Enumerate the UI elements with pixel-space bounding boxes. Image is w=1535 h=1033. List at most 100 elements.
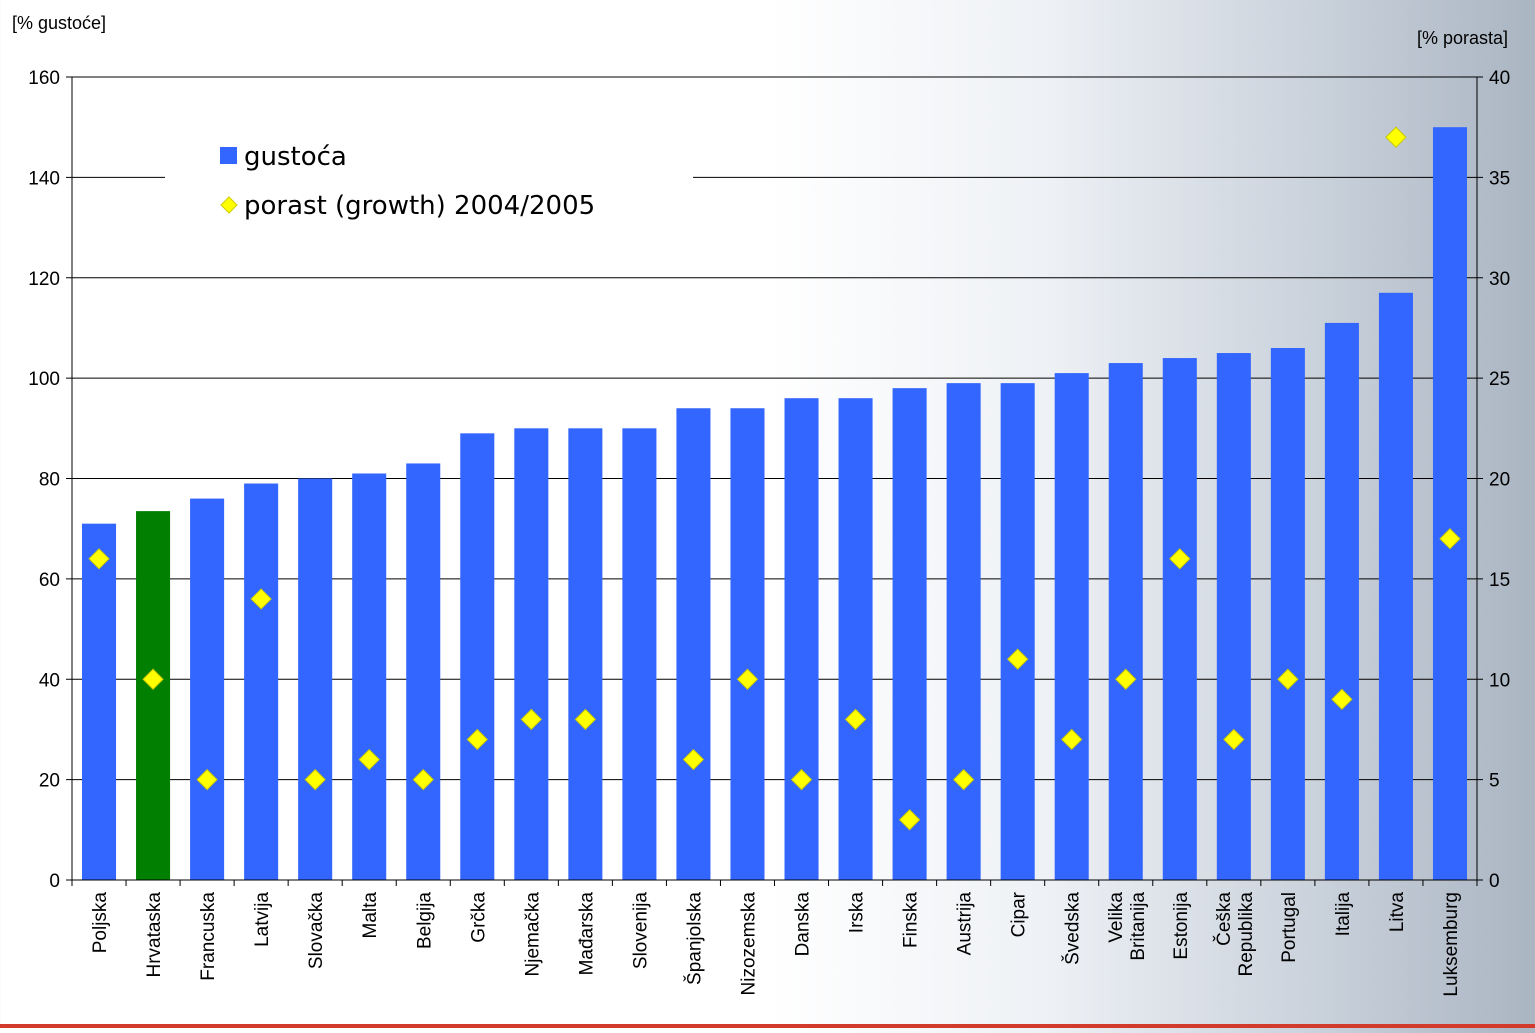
x-category-label: Nizozemska	[738, 892, 759, 996]
y-right-tick-label: 30	[1489, 269, 1510, 290]
point-porast	[1223, 728, 1245, 751]
point-porast	[358, 748, 380, 771]
point-porast	[196, 768, 218, 791]
bottom-accent-bar	[0, 1024, 1535, 1028]
x-category-label: Malta	[360, 892, 381, 939]
bar-gustoca	[190, 498, 225, 880]
point-porast	[1277, 668, 1299, 690]
point-porast	[790, 768, 813, 791]
point-porast	[952, 768, 975, 791]
x-category-label: Latvija	[252, 892, 273, 947]
point-porast	[142, 668, 164, 690]
point-porast	[682, 748, 705, 771]
bar-gustoca	[1216, 353, 1251, 880]
y-left-tick-label: 160	[28, 68, 60, 89]
legend-marker-porast	[220, 196, 238, 214]
point-porast	[574, 708, 597, 731]
point-porast	[1115, 668, 1137, 690]
y-left-tick-label: 0	[49, 871, 60, 892]
legend-entry-porast: porast (growth) 2004/2005	[244, 191, 595, 221]
bar-gustoca	[568, 428, 603, 880]
bar-gustoca	[244, 483, 279, 880]
point-porast	[1439, 528, 1461, 550]
bar-gustoca	[298, 478, 333, 880]
x-category-label: Luksemburg	[1441, 892, 1462, 997]
y-right-tick-label: 15	[1489, 570, 1510, 591]
bar-gustoca	[352, 473, 387, 880]
point-porast	[412, 768, 434, 791]
legend-swatch-gustoca	[220, 147, 237, 164]
point-porast	[250, 588, 272, 610]
x-category-label: Belgija	[414, 892, 435, 949]
x-category-label: Slovenija	[630, 892, 651, 970]
x-category-label: Litva	[1387, 892, 1408, 933]
x-category-label: Italija	[1333, 892, 1354, 937]
bar-gustoca	[1162, 358, 1197, 880]
y-right-tick-label: 20	[1489, 470, 1510, 491]
point-porast	[304, 768, 326, 791]
legend-entry-gustoca: gustoća	[244, 142, 347, 172]
y-right-tick-label: 0	[1489, 871, 1500, 892]
point-porast	[1385, 126, 1407, 148]
x-category-label: Estonija	[1171, 892, 1192, 960]
y-left-tick-label: 100	[28, 369, 60, 390]
point-porast	[844, 708, 867, 731]
point-porast	[88, 548, 110, 570]
y-left-tick-label: 140	[28, 168, 60, 189]
point-porast	[466, 728, 488, 751]
x-category-label: Slovačka	[306, 892, 327, 970]
x-category-label: ČeškaRepublika	[1213, 892, 1257, 977]
point-porast	[1006, 648, 1029, 670]
y-left-tick-label: 40	[39, 670, 60, 691]
bar-gustoca	[838, 398, 873, 880]
legend-background	[165, 130, 693, 225]
points-porast	[88, 126, 1461, 831]
point-porast	[1061, 728, 1083, 751]
category-labels: Poljska Hrvataska Francuska Latvija Slovačka…	[90, 891, 1462, 996]
bar-gustoca	[136, 511, 171, 880]
right-axis-label: [% porasta]	[1417, 28, 1508, 48]
point-porast	[1331, 688, 1353, 711]
bar-gustoca	[730, 408, 765, 880]
x-category-label: Hrvataska	[144, 892, 165, 978]
bar-gustoca	[1324, 322, 1359, 880]
bars-gustoca	[81, 127, 1468, 881]
left-axis-label: [% gustoće]	[12, 13, 106, 33]
bar-gustoca	[1108, 363, 1143, 881]
x-category-label: Grčka	[468, 892, 489, 943]
y-left-tick-label: 60	[39, 570, 60, 591]
point-porast	[736, 668, 759, 690]
bar-gustoca	[1270, 348, 1305, 880]
x-category-label: Irska	[847, 892, 868, 934]
x-category-label: Španjolska	[683, 892, 705, 985]
bar-gustoca	[81, 523, 117, 880]
y-right-tick-label: 40	[1489, 68, 1510, 89]
x-category-label: Austrija	[955, 892, 976, 956]
x-category-label: VelikaBritanija	[1106, 892, 1149, 961]
x-category-label: Švedska	[1062, 892, 1084, 965]
bar-gustoca	[622, 428, 657, 880]
bar-gustoca	[676, 408, 711, 880]
point-porast	[520, 708, 543, 731]
bar-gustoca	[1432, 127, 1468, 880]
bar-gustoca	[1054, 373, 1089, 880]
y-left-tick-label: 20	[39, 771, 60, 792]
bar-gustoca	[1000, 383, 1035, 880]
x-category-label: Njemačka	[522, 892, 543, 977]
y-right-tick-label: 25	[1489, 369, 1510, 390]
point-porast	[1169, 548, 1191, 570]
y-left-tick-label: 120	[28, 269, 60, 290]
x-category-label: Francuska	[198, 892, 219, 981]
bar-gustoca	[514, 428, 549, 880]
x-category-label: Poljska	[90, 892, 111, 954]
y-right-tick-label: 10	[1489, 670, 1510, 691]
bar-gustoca	[892, 388, 927, 880]
x-category-label: Portugal	[1279, 892, 1300, 963]
point-porast	[898, 809, 921, 831]
bar-gustoca	[784, 398, 819, 880]
x-category-label: Mađarska	[576, 892, 597, 976]
bar-gustoca	[460, 433, 495, 880]
axes: 0 0 20 5 40 10 60 15 80 20 100 25 120 30 140 35 160 40	[28, 68, 1510, 892]
